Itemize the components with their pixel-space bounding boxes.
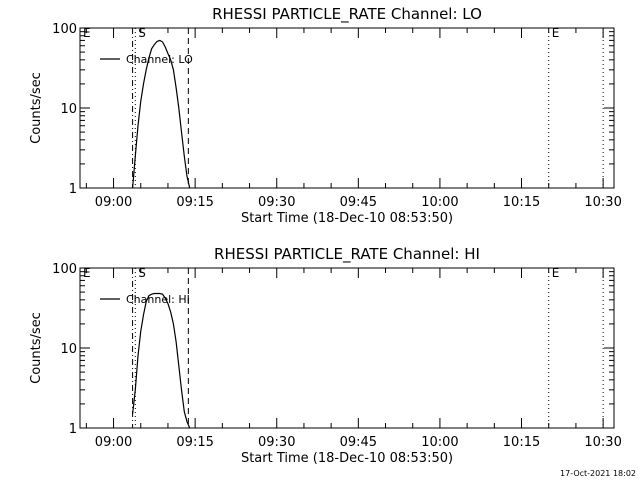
x-tick-label: 09:45 <box>340 195 377 210</box>
x-tick-label: 10:15 <box>503 435 540 450</box>
x-tick-label: 09:00 <box>95 435 132 450</box>
x-axis-label: Start Time (18-Dec-10 08:53:50) <box>241 451 453 466</box>
event-marker-label: S <box>138 266 146 280</box>
y-tick-label: 10 <box>60 102 77 117</box>
legend-label: Channel: LO <box>126 53 193 66</box>
x-tick-label: 09:45 <box>340 435 377 450</box>
event-marker-label: E <box>552 26 560 40</box>
legend-label: Channel: HI <box>126 293 190 306</box>
series-line <box>132 39 191 189</box>
plot-frame <box>79 27 615 189</box>
x-axis-label: Start Time (18-Dec-10 08:53:50) <box>241 211 453 226</box>
y-tick-label: 1 <box>69 182 77 197</box>
series-line <box>132 292 191 429</box>
x-tick-label: 10:15 <box>503 195 540 210</box>
y-axis-label: Counts/sec <box>29 72 44 144</box>
event-marker-label: E <box>552 266 560 280</box>
chart-title: RHESSI PARTICLE_RATE Channel: HI <box>214 245 480 264</box>
x-tick-label: 09:30 <box>258 435 295 450</box>
y-tick-label: 1 <box>69 422 77 437</box>
event-marker-label: E <box>83 266 91 280</box>
x-tick-label: 09:00 <box>95 195 132 210</box>
event-marker-label: S <box>138 26 146 40</box>
event-marker-label: E <box>83 26 91 40</box>
chart-title: RHESSI PARTICLE_RATE Channel: LO <box>212 5 482 24</box>
y-tick-label: 100 <box>52 22 77 37</box>
x-tick-label: 09:30 <box>258 195 295 210</box>
y-axis-label: Counts/sec <box>29 312 44 384</box>
timestamp-footer: 17-Oct-2021 18:02 <box>560 469 636 478</box>
y-tick-label: 10 <box>60 342 77 357</box>
x-tick-label: 10:00 <box>421 435 458 450</box>
plot-frame <box>79 267 615 429</box>
x-tick-label: 10:30 <box>584 435 621 450</box>
y-tick-label: 100 <box>52 262 77 277</box>
x-tick-label: 09:15 <box>176 195 213 210</box>
x-tick-label: 10:00 <box>421 195 458 210</box>
x-tick-label: 10:30 <box>584 195 621 210</box>
x-tick-label: 09:15 <box>176 435 213 450</box>
